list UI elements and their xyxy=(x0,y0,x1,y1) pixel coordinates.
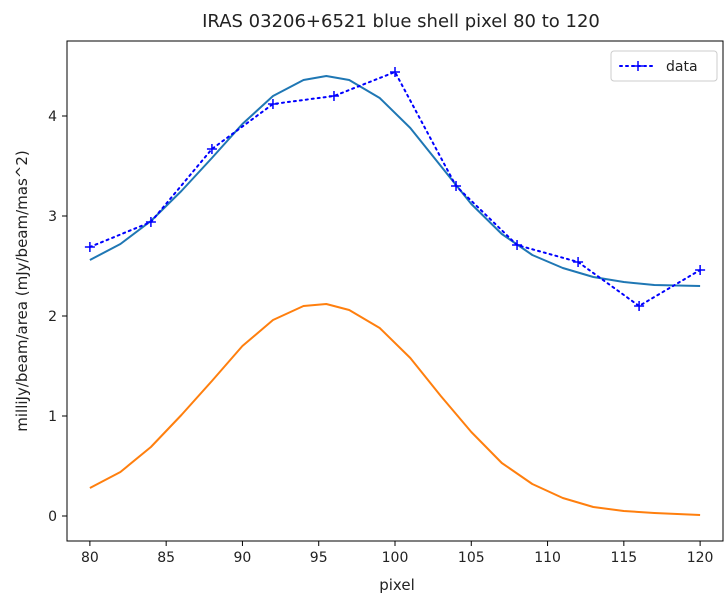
plot-frame xyxy=(66,40,724,542)
x-tick-label: 100 xyxy=(382,550,409,566)
x-tick-label: 115 xyxy=(610,550,637,566)
y-axis-ticks: 0 1 2 3 4 xyxy=(48,109,67,525)
x-tick-label: 120 xyxy=(687,550,714,566)
y-tick-label: 4 xyxy=(48,109,57,125)
x-tick-label: 110 xyxy=(534,550,561,566)
legend-box xyxy=(610,50,718,82)
x-tick-label: 105 xyxy=(458,550,485,566)
series-data-line xyxy=(88,70,702,308)
plot-area xyxy=(84,67,706,516)
chart-title: IRAS 03206+6521 blue shell pixel 80 to 1… xyxy=(202,11,600,32)
data-point xyxy=(206,144,217,154)
legend: data xyxy=(610,50,718,82)
x-axis-label: pixel xyxy=(379,576,415,594)
data-point xyxy=(634,301,645,311)
data-point xyxy=(390,67,400,77)
y-tick-label: 1 xyxy=(48,409,57,425)
series-gaussian-line xyxy=(89,303,701,516)
x-tick-label: 95 xyxy=(310,550,328,566)
data-point xyxy=(267,99,278,109)
data-point xyxy=(512,240,523,250)
data-point xyxy=(145,217,156,227)
y-tick-label: 0 xyxy=(48,509,57,525)
y-tick-label: 2 xyxy=(48,309,57,325)
x-tick-label: 80 xyxy=(81,550,99,566)
y-axis-label: milliJy/beam/area (mJy/beam/mas^2) xyxy=(13,150,31,431)
data-point xyxy=(573,257,584,267)
x-axis-ticks: 80 85 90 95 100 105 110 115 120 xyxy=(81,541,714,566)
legend-data-label: data xyxy=(666,59,698,75)
data-point xyxy=(451,181,462,191)
data-point xyxy=(328,91,339,101)
series-fit-line xyxy=(89,75,701,287)
data-point xyxy=(695,265,706,275)
data-point xyxy=(84,242,95,252)
x-tick-label: 90 xyxy=(234,550,252,566)
x-tick-label: 85 xyxy=(157,550,175,566)
y-tick-label: 3 xyxy=(48,209,57,225)
